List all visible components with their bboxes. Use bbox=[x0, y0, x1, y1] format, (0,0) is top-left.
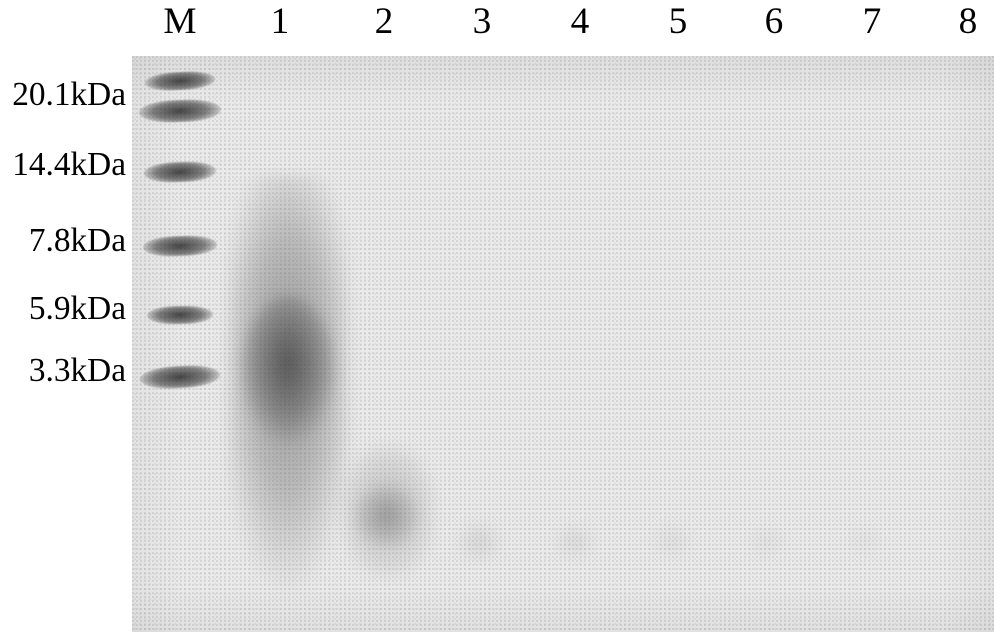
faint-band bbox=[454, 524, 504, 560]
mw-label: 20.1kDa bbox=[0, 76, 126, 114]
gel-figure: M12345678 20.1kDa 14.4kDa 7.8kDa 5.9kDa 3.3k… bbox=[0, 0, 1000, 636]
faint-band bbox=[844, 528, 884, 554]
lane-header-row: M12345678 bbox=[132, 0, 1000, 56]
lane-label-5: 5 bbox=[629, 0, 727, 43]
mw-label: 3.3kDa bbox=[0, 352, 126, 390]
faint-band bbox=[552, 526, 598, 558]
lane-label-6: 6 bbox=[726, 0, 822, 43]
sample-smear-core bbox=[240, 296, 336, 446]
mw-label: 14.4kDa bbox=[0, 146, 126, 184]
sample-smear-core bbox=[354, 486, 418, 546]
lane-label-marker: M bbox=[146, 0, 214, 43]
lane-label-4: 4 bbox=[531, 0, 629, 43]
lane-label-8: 8 bbox=[919, 0, 1000, 43]
lane-label-1: 1 bbox=[235, 0, 325, 43]
lane-label-7: 7 bbox=[823, 0, 921, 43]
mw-label-column: 20.1kDa 14.4kDa 7.8kDa 5.9kDa 3.3kDa bbox=[0, 56, 132, 636]
lane-label-2: 2 bbox=[335, 0, 433, 43]
mw-label: 7.8kDa bbox=[0, 222, 126, 260]
mw-label: 5.9kDa bbox=[0, 290, 126, 328]
gel-region bbox=[132, 56, 994, 632]
faint-band bbox=[650, 526, 694, 556]
faint-band bbox=[746, 528, 788, 556]
lane-label-3: 3 bbox=[433, 0, 531, 43]
